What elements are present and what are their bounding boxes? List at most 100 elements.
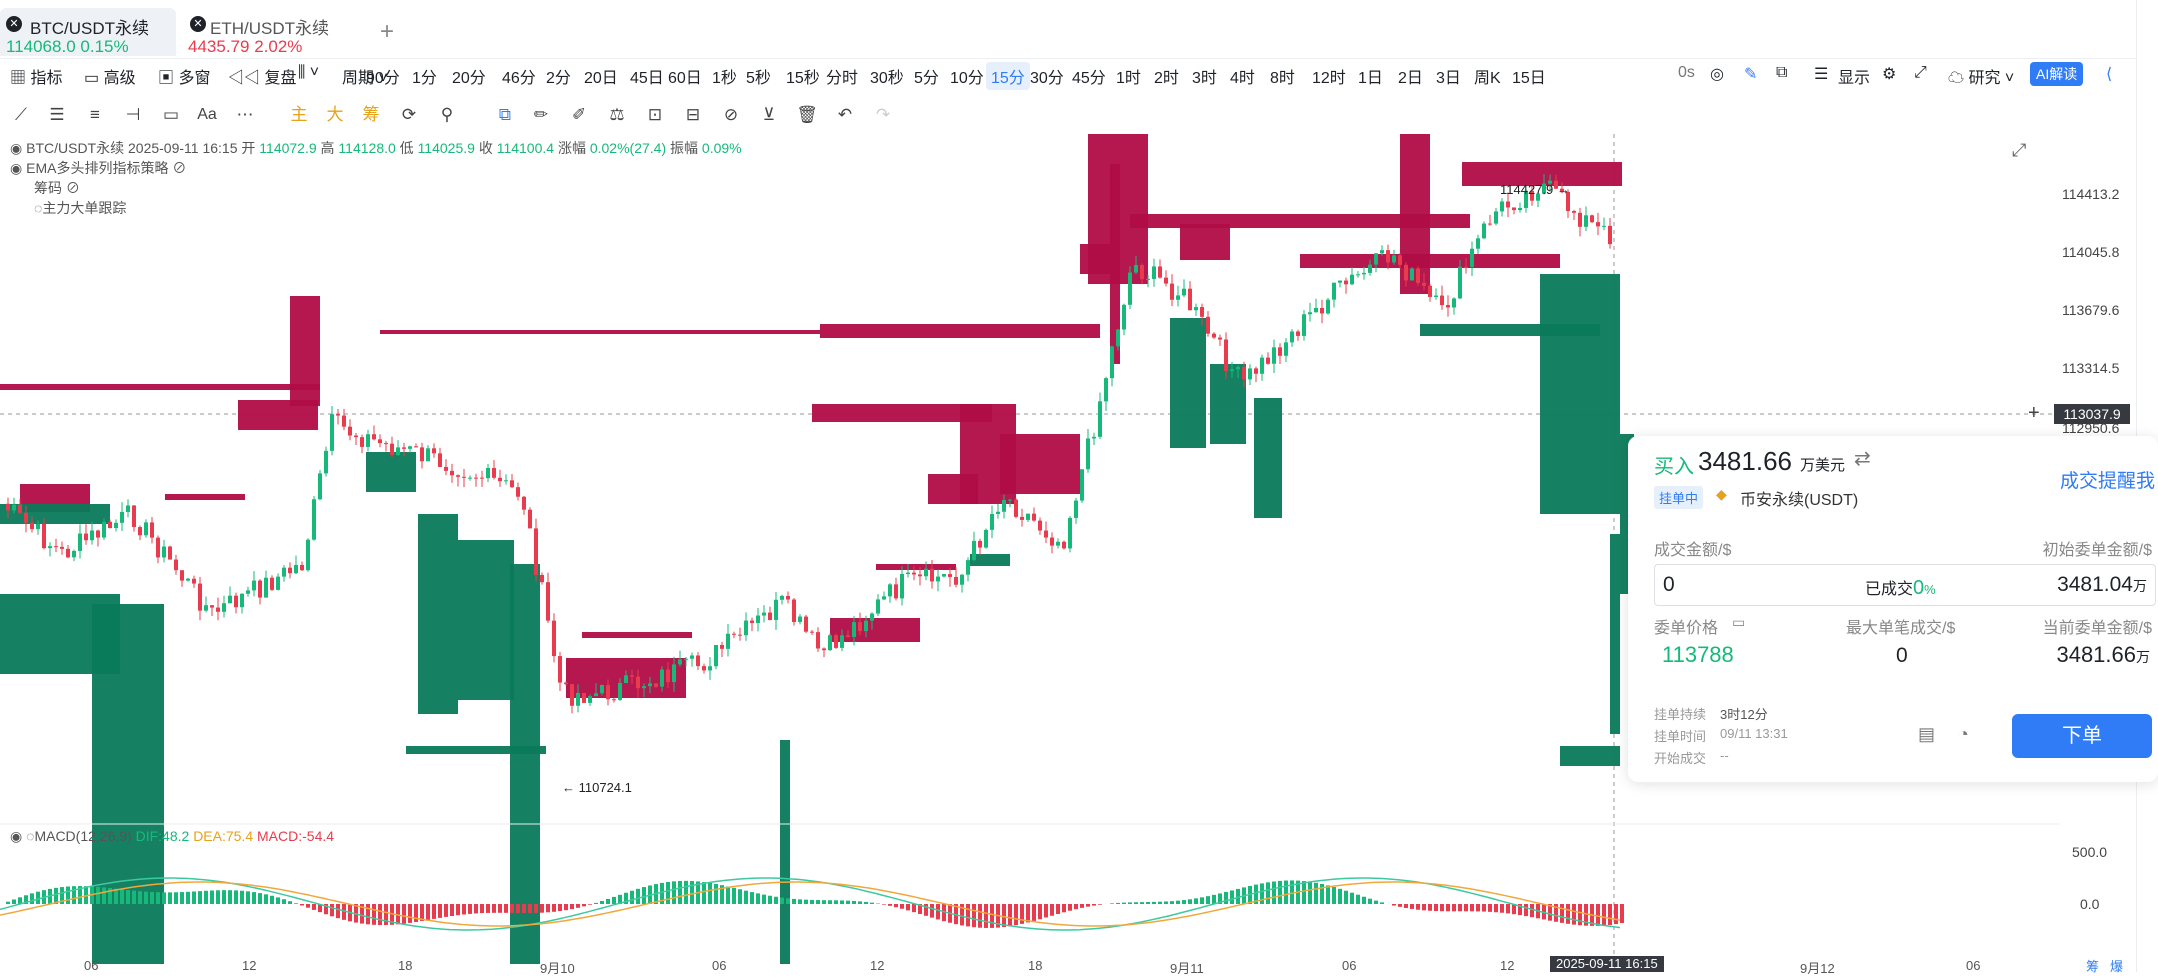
compare-icon[interactable]: ⚖ [606,104,628,126]
candle-body [762,613,766,616]
macd-bar [210,891,214,904]
interval-27[interactable]: 周K [1474,64,1501,88]
multiwindow-button[interactable]: ▣ 多窗 [158,64,210,88]
text-tool-icon[interactable]: Aa [196,104,218,126]
lock-icon[interactable]: ⊡ [644,104,666,126]
close-icon[interactable]: ✕ [6,16,22,32]
line-tool-icon[interactable]: ⟋ [10,104,32,126]
interval-20[interactable]: 3时 [1192,64,1217,88]
swap-icon[interactable]: ⇄ [1854,446,1871,471]
copy-icon[interactable]: ⧉ [494,104,516,126]
tab-btc[interactable]: ✕ BTC/USDT永续 114068.0 0.15% [0,8,176,56]
notes-icon[interactable]: ⊟ [682,104,704,126]
macd-bar [690,881,694,904]
interval-10[interactable]: 15秒 [786,64,820,88]
chips-tag[interactable]: 筹 [2086,956,2099,975]
replay-button[interactable]: ◁◁ 复盘 [228,64,296,88]
eye-icon[interactable]: ◉ [10,140,22,156]
tag-icon[interactable]: ▭ [1732,614,1745,631]
settings-icon[interactable]: ⚙ [1882,64,1896,84]
interval-17[interactable]: 45分 [1072,64,1106,88]
display-button[interactable]: 显示 [1838,64,1870,88]
list-icon[interactable]: ☰ [1814,64,1828,84]
chips-tool[interactable]: 筹 [360,104,382,126]
interval-19[interactable]: 2时 [1154,64,1179,88]
share-icon[interactable]: ⟨ [2106,64,2112,84]
filled-amount-field[interactable]: 0 已成交0% 3481.04万 [1654,564,2156,606]
chart-type-button[interactable]: ⫼ ˅ [298,64,319,82]
interval-24[interactable]: 1日 [1358,64,1383,88]
filter-icon[interactable]: ⊻ [758,104,780,126]
hidden-eye-icon[interactable]: ⊘ [172,160,186,176]
liquidation-tag[interactable]: 爆 [2110,956,2123,975]
parallel-tool-icon[interactable]: ☰ [46,104,68,126]
interval-5[interactable]: 20日 [584,64,618,88]
camera-icon[interactable]: ◎ [1710,64,1724,84]
advanced-button[interactable]: ▭ 高级 [84,64,136,88]
interval-25[interactable]: 2日 [1398,64,1423,88]
interval-26[interactable]: 3日 [1436,64,1461,88]
screenshot-icon[interactable]: ⧉ [1776,64,1787,82]
place-order-button[interactable]: 下单 [2012,714,2152,758]
interval-7[interactable]: 60日 [668,64,702,88]
interval-15[interactable]: 15分 [986,62,1030,90]
interval-3[interactable]: 46分 [502,64,536,88]
interval-8[interactable]: 1秒 [712,64,737,88]
redo-icon[interactable]: ↷ [872,104,894,126]
interval-4[interactable]: 2分 [546,64,571,88]
interval-18[interactable]: 1时 [1116,64,1141,88]
big-order-tool[interactable]: 大 [324,104,346,126]
interval-23[interactable]: 12时 [1312,64,1346,88]
hline-tool-icon[interactable]: ⊣ [122,104,144,126]
hidden-eye-icon[interactable]: ⊘ [66,180,80,196]
interval-12[interactable]: 30秒 [870,64,904,88]
brush-icon[interactable]: ✏ [530,104,552,126]
interval-11[interactable]: 分时 [826,64,858,88]
research-button[interactable]: ☁ 研究 ˅ [1948,64,2014,88]
interval-13[interactable]: 5分 [914,64,939,88]
sync-icon[interactable]: ⟳ [398,104,420,126]
more-tools-icon[interactable]: ⋯ [234,104,256,126]
expand-icon[interactable]: ⤢ [2012,140,2026,161]
undo-icon[interactable]: ↶ [834,104,856,126]
interval-28[interactable]: 15日 [1512,64,1546,88]
magnet-icon[interactable]: ⊘ [720,104,742,126]
order-wall [1210,364,1246,444]
rect-tool-icon[interactable]: ▭ [160,104,182,126]
main-chip-tool[interactable]: 主 [288,104,310,126]
macd-bar [1596,904,1600,926]
candle-body [60,547,64,549]
fill-remind-link[interactable]: 成交提醒我 [2060,466,2155,493]
interval-22[interactable]: 8时 [1270,64,1295,88]
edit-icon[interactable]: ✎ [1744,64,1757,84]
price-tick: 114413.2 [2062,186,2119,202]
fullscreen-icon[interactable]: ⤢ [1914,64,1927,82]
interval-0[interactable]: 90分 [366,64,400,88]
interval-14[interactable]: 10分 [950,64,984,88]
interval-16[interactable]: 30分 [1030,64,1064,88]
measure-icon[interactable]: ⚲ [436,104,458,126]
trash-icon[interactable]: 🗑 [796,104,818,126]
indicators-button[interactable]: ▦ 指标 [10,64,62,88]
interval-9[interactable]: 5秒 [746,64,771,88]
crosshair-plus-icon[interactable]: + [2028,402,2040,425]
candle-body [900,574,904,598]
highlighter-icon[interactable]: ✐ [568,104,590,126]
ai-button[interactable]: AI解读 [2030,62,2083,86]
interval-2[interactable]: 20分 [452,64,486,88]
close-icon[interactable]: ✕ [190,16,206,32]
macd-bar [162,892,166,904]
candle-body [102,522,106,538]
interval-21[interactable]: 4时 [1230,64,1255,88]
clipboard-icon[interactable]: ▤ [1918,724,1935,745]
bell-icon[interactable]: ◔ [1958,724,1969,745]
add-tab-icon[interactable]: + [380,18,394,46]
interval-6[interactable]: 45日 [630,64,664,88]
candle-body [24,513,28,523]
candle-body [1164,278,1168,284]
channel-tool-icon[interactable]: ≡ [84,104,106,126]
tab-eth[interactable]: ✕ ETH/USDT永续 4435.79 2.02% [180,8,380,56]
interval-1[interactable]: 1分 [412,64,437,88]
price-tick: 114045.8 [2062,244,2119,260]
macd-bar [762,895,766,904]
